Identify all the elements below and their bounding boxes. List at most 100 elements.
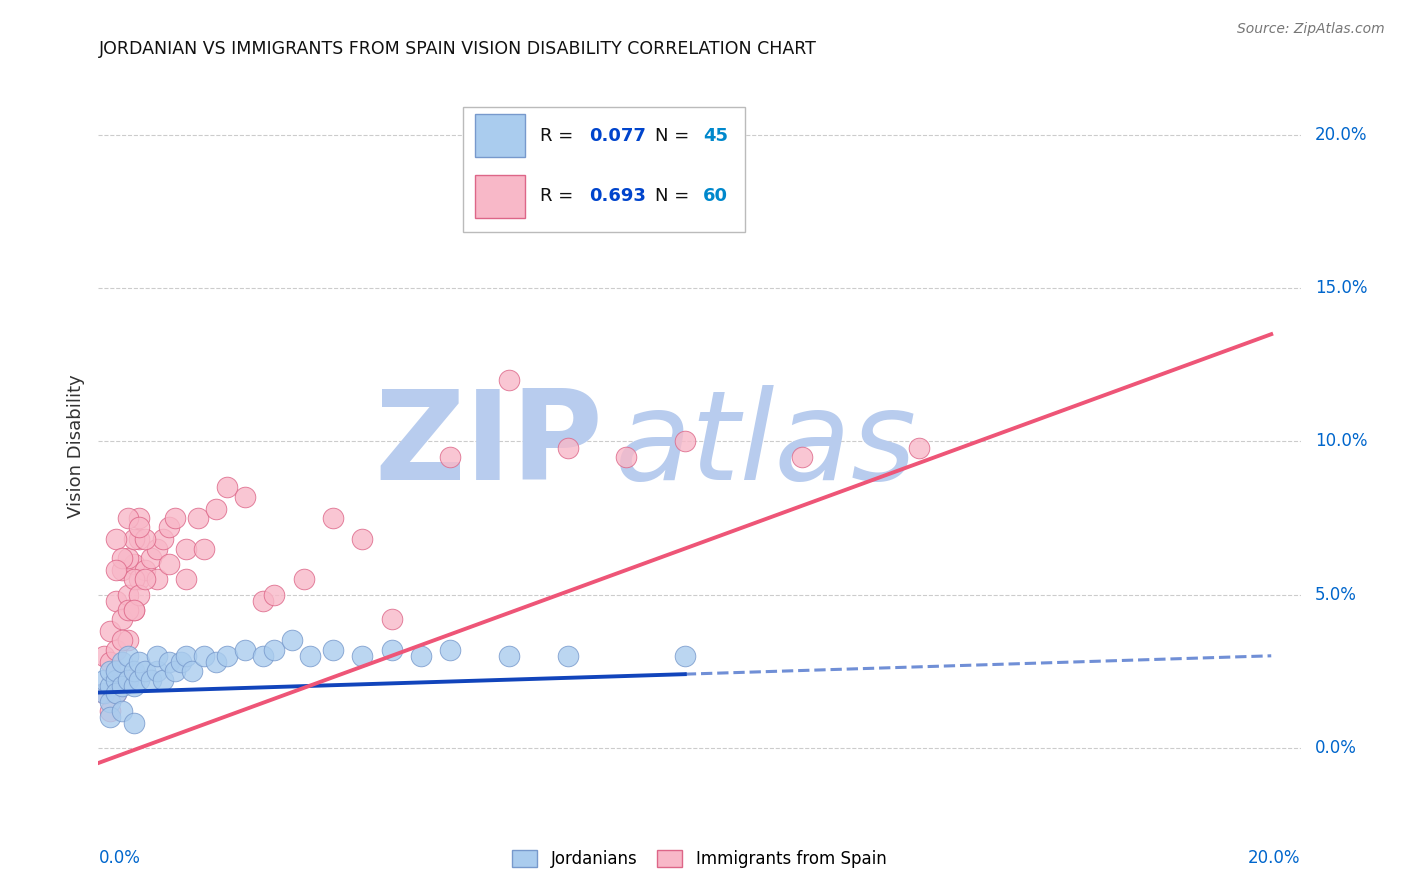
Point [122,716,145,731]
Point [122,533,145,547]
Point [557,648,579,663]
Point [128,673,150,688]
Point [105,685,128,699]
Text: 0.0%: 0.0% [1315,739,1357,756]
Point [163,664,186,678]
Text: ZIP: ZIP [374,385,603,507]
Point [117,603,139,617]
Point [193,648,215,663]
Point [111,673,134,688]
Point [93,673,115,688]
Point [790,450,813,464]
Point [908,441,931,455]
Point [176,541,198,556]
Point [263,588,285,602]
Point [141,550,163,565]
Point [217,480,239,494]
Point [93,648,115,663]
Point [111,563,134,577]
Point [105,685,128,699]
Point [322,511,344,525]
Text: 45: 45 [703,127,728,145]
Text: 0.077: 0.077 [589,127,645,145]
Point [117,633,139,648]
FancyBboxPatch shape [463,107,745,232]
Point [122,603,145,617]
Text: R =: R = [540,127,579,145]
Text: 5.0%: 5.0% [1315,585,1357,604]
Text: 10.0%: 10.0% [1315,433,1368,450]
Point [169,655,191,669]
Point [134,572,156,586]
Point [233,642,256,657]
Point [105,664,128,678]
Point [122,680,145,694]
Point [111,655,134,669]
Point [146,572,169,586]
Text: 20.0%: 20.0% [1315,126,1368,145]
Point [176,648,198,663]
Point [117,550,139,565]
Point [122,557,145,571]
Point [557,441,579,455]
Point [105,673,128,688]
Point [176,572,198,586]
Point [673,434,696,449]
Point [252,648,274,663]
Point [204,655,226,669]
Point [98,710,121,724]
Text: 0.693: 0.693 [589,187,645,205]
Point [117,588,139,602]
Point [98,680,121,694]
Text: 20.0%: 20.0% [1249,849,1301,867]
Point [128,511,150,525]
Point [105,533,128,547]
Text: 60: 60 [703,187,728,205]
Point [128,588,150,602]
Point [152,673,174,688]
Point [134,563,156,577]
Text: atlas: atlas [616,385,918,507]
Point [252,593,274,607]
Text: R =: R = [540,187,579,205]
FancyBboxPatch shape [475,114,526,157]
Point [187,511,209,525]
Text: 0.0%: 0.0% [98,849,141,867]
Y-axis label: Vision Disability: Vision Disability [66,374,84,518]
Point [98,655,121,669]
Point [381,642,404,657]
Point [381,612,404,626]
Point [111,704,134,718]
Point [98,664,121,678]
Point [122,572,145,586]
Point [233,490,256,504]
Point [298,648,321,663]
Point [98,695,121,709]
Point [181,664,204,678]
Point [498,648,520,663]
Point [146,541,169,556]
Point [122,664,145,678]
FancyBboxPatch shape [475,175,526,218]
Point [117,648,139,663]
Point [263,642,285,657]
Point [439,642,461,657]
Point [673,648,696,663]
Text: N =: N = [655,187,695,205]
Point [111,680,134,694]
Point [439,450,461,464]
Point [105,563,128,577]
Text: Source: ZipAtlas.com: Source: ZipAtlas.com [1237,22,1385,37]
Point [128,520,150,534]
Point [193,541,215,556]
Point [128,655,150,669]
Point [157,557,180,571]
Point [352,533,374,547]
Text: 15.0%: 15.0% [1315,279,1368,297]
Point [98,704,121,718]
Point [105,593,128,607]
Point [157,520,180,534]
Point [128,572,150,586]
Point [141,673,163,688]
Point [409,648,432,663]
